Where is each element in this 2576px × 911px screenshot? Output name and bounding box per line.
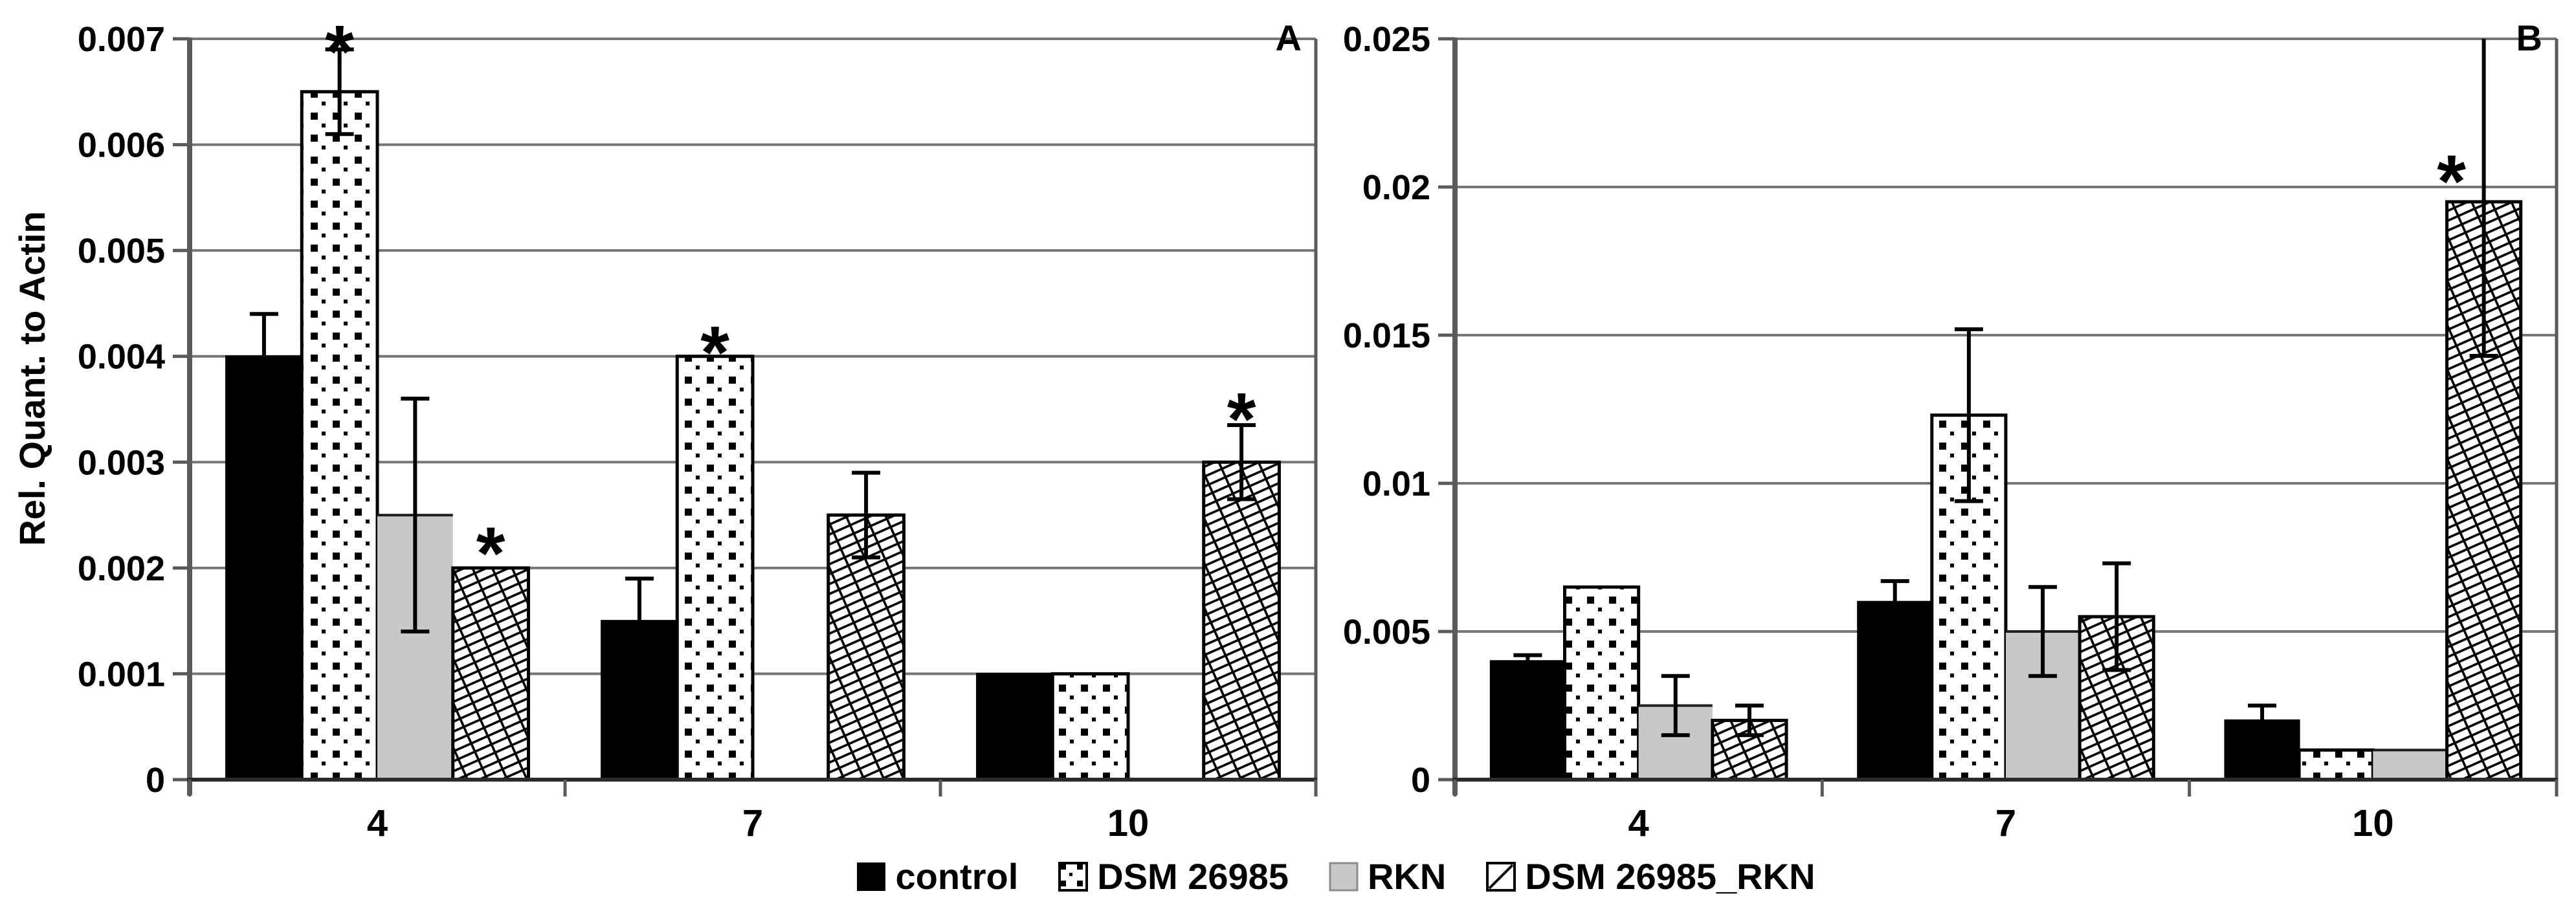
- legend-label-dsm-26985: DSM 26985: [1097, 856, 1289, 897]
- legend-label-dsm-26985-rkn: DSM 26985_RKN: [1525, 856, 1815, 897]
- bar-A-4-DSM 26985: [300, 90, 379, 782]
- x-category-label: 10: [2352, 802, 2394, 844]
- significance-asterisk: *: [325, 11, 354, 94]
- significance-asterisk: *: [700, 311, 729, 394]
- x-category-label: 4: [1628, 802, 1649, 844]
- control-swatch-icon: [857, 862, 886, 891]
- bar-A-10-DSM 26985_RKN: [1202, 460, 1281, 782]
- y-tick-label: 0.002: [78, 549, 165, 588]
- y-tick-label: 0.015: [1343, 316, 1430, 355]
- y-tick-label: 0.005: [78, 232, 165, 270]
- x-category-label: 7: [742, 802, 763, 844]
- bar-B-7-control: [1857, 600, 1933, 781]
- y-tick-label: 0.006: [78, 126, 165, 165]
- bar-A-4-control: [225, 355, 303, 781]
- x-category-label: 7: [1995, 802, 2016, 844]
- gray-swatch-icon: [1329, 862, 1359, 891]
- chart-panel-B: 0 0.005 0.01 0.015 0.02 0.025 4 7 * 10 B: [1343, 17, 2559, 844]
- y-axis-title: Rel. Quant. to Actin: [12, 211, 52, 546]
- y-tick-label: 0: [1411, 761, 1430, 800]
- x-category-label: 10: [1107, 802, 1149, 844]
- dotted-swatch-icon: [1058, 861, 1089, 892]
- bar-A-4-DSM 26985_RKN: [451, 566, 530, 782]
- legend-item-dsm-26985-rkn: DSM 26985_RKN: [1486, 855, 1815, 897]
- y-tick-label: 0.003: [78, 443, 165, 482]
- hatched-swatch-icon: [1486, 861, 1516, 892]
- legend-item-control: control: [856, 855, 1018, 897]
- legend-item-rkn: RKN: [1329, 855, 1446, 897]
- legend-label-control: control: [895, 856, 1019, 897]
- y-tick-label: 0.025: [1343, 20, 1430, 59]
- panel-letter-A: A: [1276, 17, 1302, 58]
- y-tick-label: 0.001: [78, 655, 165, 694]
- y-tick-label: 0.005: [1343, 613, 1430, 652]
- legend-label-rkn: RKN: [1367, 856, 1447, 897]
- x-category-label: 4: [367, 802, 388, 844]
- significance-asterisk: *: [476, 512, 505, 595]
- bar-B-10-DSM 26985: [2297, 748, 2375, 782]
- significance-asterisk: *: [2437, 140, 2466, 223]
- panel-letter-B: B: [2516, 17, 2542, 58]
- chart-panel-A: 0 0.001 0.002 0.003 0.004 0.005 0.006 0.007 * * 4 *…: [78, 11, 1318, 844]
- y-tick-label: 0.007: [78, 20, 165, 59]
- bar-A-10-DSM 26985: [1050, 672, 1130, 782]
- y-tick-label: 0.01: [1362, 465, 1430, 503]
- bar-A-7-DSM 26985: [675, 355, 755, 782]
- y-tick-label: 0.004: [78, 338, 165, 377]
- y-tick-label: 0: [146, 761, 165, 800]
- legend-item-dsm-26985: DSM 26985: [1058, 855, 1289, 897]
- bar-B-4-control: [1489, 660, 1566, 781]
- bar-B-10-RKN: [2373, 750, 2447, 780]
- chart-legend: control DSM 26985 RKN: [857, 855, 1815, 897]
- bar-B-4-DSM 26985: [1562, 585, 1641, 782]
- significance-asterisk: *: [1227, 378, 1256, 461]
- y-tick-label: 0.02: [1362, 168, 1430, 207]
- bar-A-10-control: [976, 672, 1054, 781]
